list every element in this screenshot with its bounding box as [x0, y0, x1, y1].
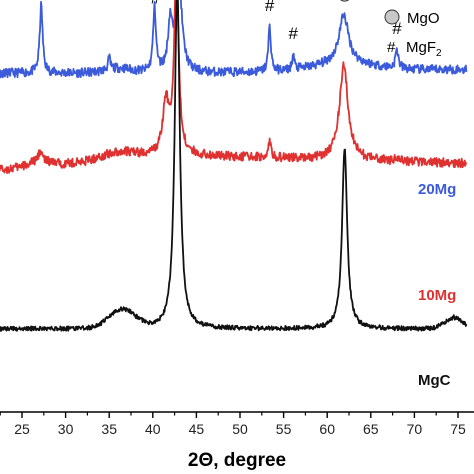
- x-axis-title: 2Θ, degree: [188, 450, 286, 471]
- series-label-mgo: MgC: [418, 372, 451, 389]
- legend-mgf2-label-main: MgF: [406, 39, 436, 56]
- x-tick-label: 65: [363, 421, 379, 437]
- mgf2-peak-marker: #: [288, 24, 298, 43]
- legend-mgf2-label: MgF2: [406, 39, 442, 59]
- series-line-10mg: [0, 0, 468, 175]
- x-axis: 25 30 35 40 45 50 55 60 65 70 75: [0, 411, 474, 437]
- mgf2-peak-marker: #: [265, 0, 275, 15]
- x-tick-label: 40: [145, 421, 161, 437]
- legend-mgo-marker: [384, 9, 400, 25]
- series-layer: [0, 0, 468, 332]
- x-tick-label: 35: [101, 421, 117, 437]
- x-tick-label: 70: [407, 421, 423, 437]
- series-label-layer: 20Mg 10Mg MgC: [418, 181, 456, 389]
- legend-mgf2-label-sub: 2: [436, 48, 442, 59]
- x-tick-label: 45: [189, 421, 205, 437]
- annotation-layer: #####: [151, 0, 402, 43]
- x-tick-label: 50: [232, 421, 248, 437]
- x-tick-label: 55: [276, 421, 292, 437]
- series-label-10mg: 10Mg: [418, 287, 456, 304]
- mgf2-peak-marker: #: [151, 0, 161, 7]
- x-tick-label: 60: [319, 421, 335, 437]
- x-tick-label: 75: [450, 421, 466, 437]
- series-line-mgo: [0, 0, 468, 332]
- legend: MgO # MgF2: [384, 9, 442, 59]
- series-label-20mg: 20Mg: [418, 181, 456, 198]
- x-tick-label: 25: [14, 421, 30, 437]
- x-tick-label: 30: [58, 421, 74, 437]
- legend-mgf2-symbol: #: [387, 39, 396, 56]
- series-line-20mg: [0, 0, 468, 79]
- mgo-peak-marker: [340, 0, 350, 2]
- mgf2-peak-marker: #: [392, 19, 402, 38]
- legend-mgo-label: MgO: [407, 10, 440, 27]
